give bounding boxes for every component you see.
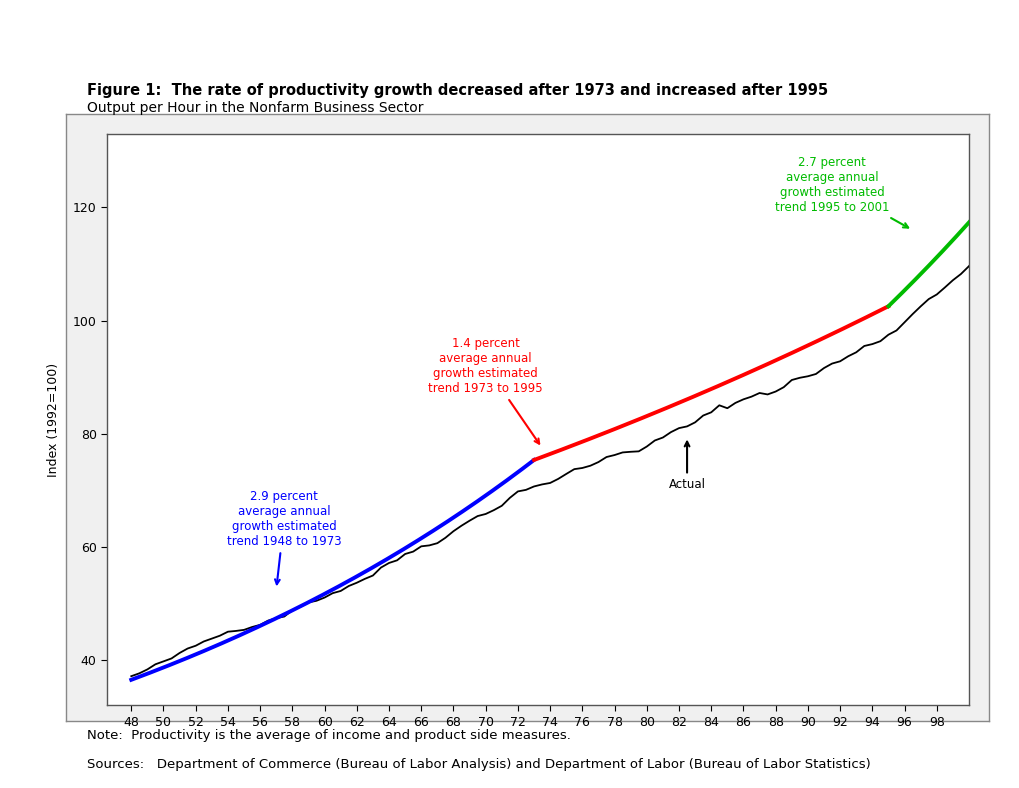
- Text: 2.7 percent
average annual
growth estimated
trend 1995 to 2001: 2.7 percent average annual growth estima…: [774, 156, 907, 228]
- Y-axis label: Index (1992=100): Index (1992=100): [47, 362, 60, 477]
- Text: 1.4 percent
average annual
growth estimated
trend 1973 to 1995: 1.4 percent average annual growth estima…: [428, 337, 542, 444]
- Text: Sources:   Department of Commerce (Bureau of Labor Analysis) and Department of L: Sources: Department of Commerce (Bureau …: [87, 758, 869, 771]
- Text: Output per Hour in the Nonfarm Business Sector: Output per Hour in the Nonfarm Business …: [87, 101, 423, 115]
- Text: Actual: Actual: [667, 442, 705, 491]
- Text: Figure 1:  The rate of productivity growth decreased after 1973 and increased af: Figure 1: The rate of productivity growt…: [87, 83, 827, 98]
- Text: Note:  Productivity is the average of income and product side measures.: Note: Productivity is the average of inc…: [87, 729, 570, 742]
- Text: 2.9 percent
average annual
growth estimated
trend 1948 to 1973: 2.9 percent average annual growth estima…: [227, 489, 341, 584]
